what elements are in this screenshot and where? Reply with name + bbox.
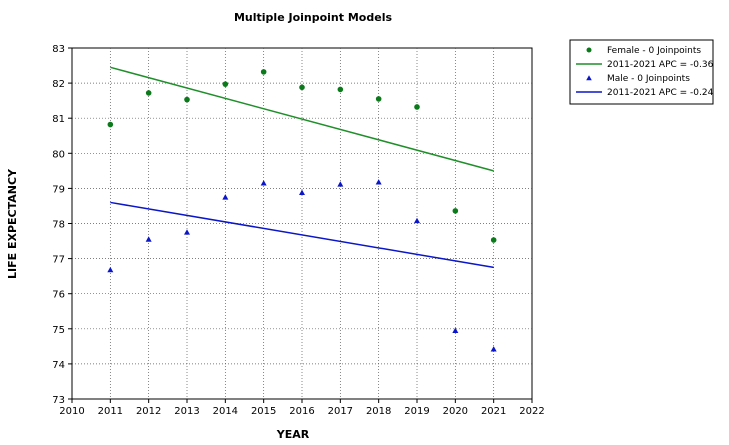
x-tick-label: 2015 xyxy=(251,406,276,417)
x-tick-label: 2010 xyxy=(59,406,84,417)
female-data-point xyxy=(107,121,114,128)
male-data-point xyxy=(107,266,114,273)
y-tick-label: 81 xyxy=(52,114,65,125)
x-tick-label: 2020 xyxy=(443,406,468,417)
y-tick-label: 78 xyxy=(52,220,65,231)
legend-box xyxy=(569,39,714,105)
female-data-point xyxy=(222,81,229,87)
male-data-point xyxy=(452,327,459,333)
y-tick-label: 82 xyxy=(52,79,65,90)
y-tick-label: 79 xyxy=(52,184,65,195)
y-tick-label: 76 xyxy=(52,290,65,301)
legend-circle-swatch xyxy=(586,47,592,53)
x-tick-label: 2022 xyxy=(519,406,544,417)
legend-items: Female - 0 Joinpoints 2011-2021 APC = -0.… xyxy=(576,46,714,98)
male-data-point xyxy=(145,236,152,242)
chart-title: Multiple Joinpoint Models xyxy=(234,11,392,24)
female-data-point xyxy=(145,90,152,96)
y-tick-label: 80 xyxy=(52,149,65,160)
x-tick-label: 2018 xyxy=(366,406,391,417)
y-tick-label: 74 xyxy=(52,360,65,371)
male-data-point xyxy=(414,217,420,224)
y-axis-label: LIFE EXPECTANCY xyxy=(6,168,19,279)
male-data-point xyxy=(299,189,305,196)
y-tick-label: 83 xyxy=(52,44,65,55)
y-tick-label: 73 xyxy=(52,395,65,406)
legend-label: Female - 0 Joinpoints xyxy=(607,46,701,56)
male-data-point xyxy=(222,194,229,200)
y-tick-label: 75 xyxy=(52,325,65,336)
x-axis-label: YEAR xyxy=(276,428,310,441)
x-tick-label: 2016 xyxy=(289,406,314,417)
y-tick-label: 77 xyxy=(52,255,65,266)
female-data-point xyxy=(299,84,305,91)
legend: Female - 0 Joinpoints 2011-2021 APC = -0.… xyxy=(569,39,714,105)
male-data-point xyxy=(490,346,497,352)
male-data-point xyxy=(260,180,267,186)
female-data-point xyxy=(337,86,344,93)
x-tick-label: 2011 xyxy=(98,406,123,417)
female-data-point xyxy=(452,208,459,214)
x-tick-label: 2019 xyxy=(404,406,429,417)
series-layer xyxy=(107,66,497,352)
legend-triangle-swatch xyxy=(586,75,592,81)
trend-line-3 xyxy=(110,201,494,269)
x-tick-label: 2013 xyxy=(174,406,199,417)
grid-lines xyxy=(72,48,532,399)
female-data-point xyxy=(375,96,382,102)
x-axis-ticks: 2010 2011 2012 2013 2014 2015 2016 2017 2018 2019… xyxy=(59,399,545,417)
x-tick-label: 2021 xyxy=(481,406,506,417)
male-data-point xyxy=(184,229,190,235)
female-data-point xyxy=(490,237,497,243)
male-data-point xyxy=(375,179,382,185)
female-data-point xyxy=(184,96,190,103)
male-data-point xyxy=(337,181,344,187)
x-tick-label: 2012 xyxy=(136,406,161,417)
x-tick-label: 2017 xyxy=(328,406,353,417)
y-axis-ticks: 73 74 75 76 77 78 79 80 81 82 83 xyxy=(52,44,72,406)
legend-label: Male - 0 Joinpoints xyxy=(607,74,690,84)
female-data-point xyxy=(414,104,420,110)
female-data-point xyxy=(260,69,267,75)
legend-label: 2011-2021 APC = -0.24 xyxy=(607,88,714,98)
x-tick-label: 2014 xyxy=(213,406,238,417)
legend-label: 2011-2021 APC = -0.36 xyxy=(607,60,714,70)
trend-line-1 xyxy=(110,66,494,172)
